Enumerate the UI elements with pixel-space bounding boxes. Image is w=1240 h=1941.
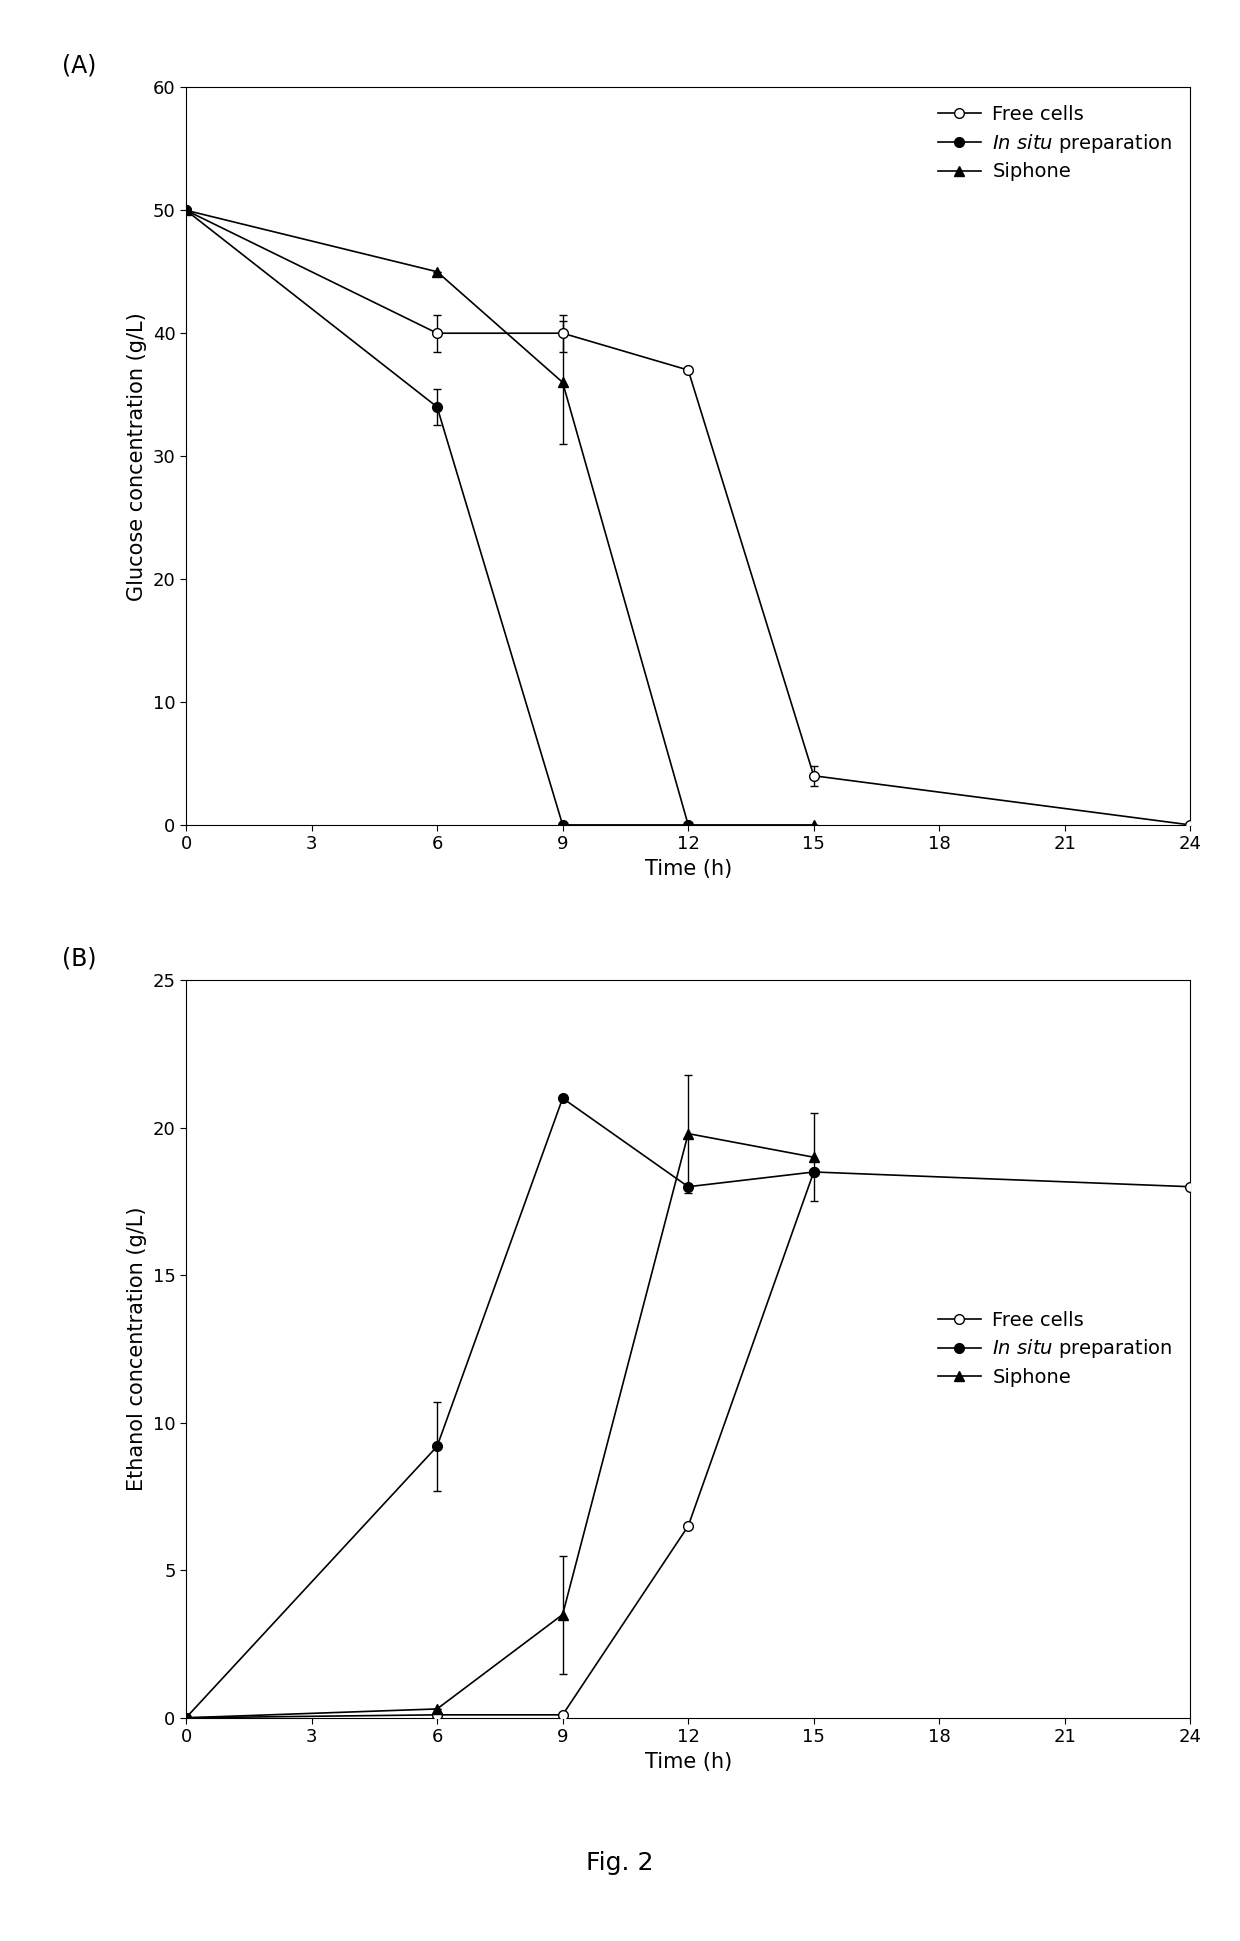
Y-axis label: Glucose concentration (g/L): Glucose concentration (g/L): [128, 313, 148, 600]
Y-axis label: Ethanol concentration (g/L): Ethanol concentration (g/L): [126, 1207, 148, 1491]
X-axis label: Time (h): Time (h): [645, 1753, 732, 1772]
Text: (B): (B): [62, 947, 97, 970]
Text: (A): (A): [62, 54, 97, 78]
Legend: Free cells, $\it{In\ situ}$ preparation, Siphone: Free cells, $\it{In\ situ}$ preparation,…: [930, 1302, 1180, 1396]
Legend: Free cells, $\it{In\ situ}$ preparation, Siphone: Free cells, $\it{In\ situ}$ preparation,…: [930, 97, 1180, 188]
Text: Fig. 2: Fig. 2: [587, 1852, 653, 1875]
X-axis label: Time (h): Time (h): [645, 860, 732, 879]
